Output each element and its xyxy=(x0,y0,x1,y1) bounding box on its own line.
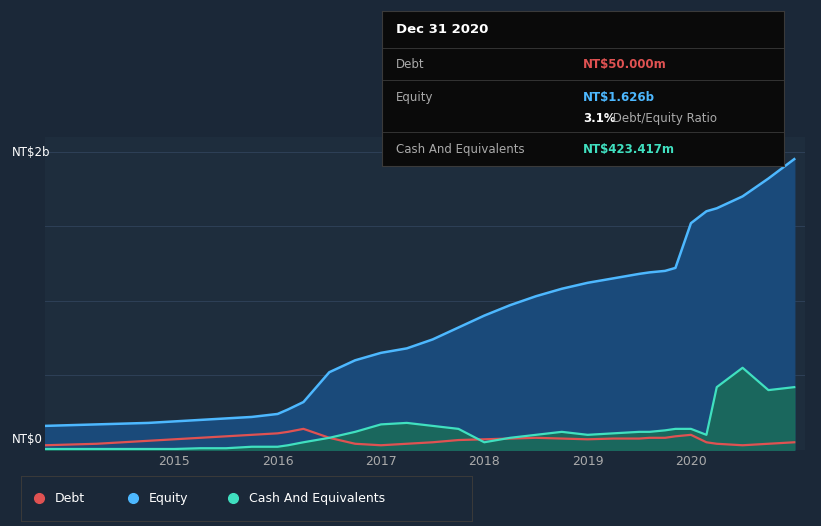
Text: Cash And Equivalents: Cash And Equivalents xyxy=(396,143,525,156)
Text: Debt/Equity Ratio: Debt/Equity Ratio xyxy=(609,112,717,125)
Text: NT$2b: NT$2b xyxy=(12,146,51,159)
Text: Debt: Debt xyxy=(396,57,424,70)
Text: Cash And Equivalents: Cash And Equivalents xyxy=(249,492,385,505)
Text: NT$0: NT$0 xyxy=(12,433,44,446)
Text: Equity: Equity xyxy=(149,492,189,505)
Text: NT$1.626b: NT$1.626b xyxy=(583,91,655,104)
Text: 3.1%: 3.1% xyxy=(583,112,616,125)
Text: Equity: Equity xyxy=(396,91,433,104)
Text: Debt: Debt xyxy=(54,492,85,505)
Text: Dec 31 2020: Dec 31 2020 xyxy=(396,23,488,36)
Text: NT$50.000m: NT$50.000m xyxy=(583,57,667,70)
Text: NT$423.417m: NT$423.417m xyxy=(583,143,675,156)
